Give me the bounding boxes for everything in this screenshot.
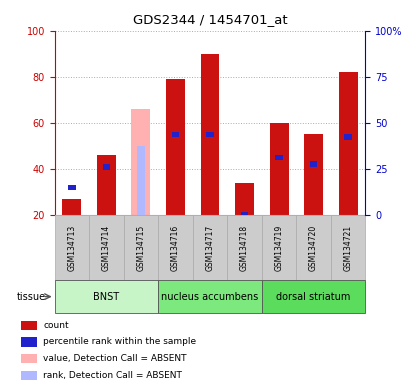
Text: GSM134715: GSM134715 bbox=[136, 225, 145, 271]
Text: GSM134716: GSM134716 bbox=[171, 225, 180, 271]
Bar bbox=[241, 212, 248, 218]
Bar bbox=[339, 72, 357, 215]
Bar bbox=[227, 215, 262, 280]
Bar bbox=[310, 162, 318, 167]
Text: percentile rank within the sample: percentile rank within the sample bbox=[43, 338, 196, 346]
Text: rank, Detection Call = ABSENT: rank, Detection Call = ABSENT bbox=[43, 371, 182, 380]
Bar bbox=[200, 54, 220, 215]
Bar bbox=[275, 155, 283, 161]
Bar bbox=[68, 185, 76, 190]
Text: BNST: BNST bbox=[93, 291, 119, 302]
Text: GSM134720: GSM134720 bbox=[309, 225, 318, 271]
Text: count: count bbox=[43, 321, 68, 330]
Bar bbox=[89, 215, 123, 280]
Text: GSM134714: GSM134714 bbox=[102, 225, 111, 271]
Bar bbox=[131, 109, 150, 215]
Bar bbox=[193, 215, 227, 280]
Bar bbox=[21, 321, 37, 330]
Bar bbox=[331, 215, 365, 280]
Bar bbox=[97, 155, 116, 215]
Bar bbox=[172, 131, 179, 137]
Bar bbox=[262, 215, 297, 280]
Bar bbox=[102, 164, 110, 170]
Text: GSM134719: GSM134719 bbox=[275, 225, 284, 271]
Bar bbox=[297, 215, 331, 280]
Bar bbox=[158, 280, 262, 313]
Text: nucleus accumbens: nucleus accumbens bbox=[161, 291, 259, 302]
Text: value, Detection Call = ABSENT: value, Detection Call = ABSENT bbox=[43, 354, 186, 363]
Bar bbox=[63, 199, 81, 215]
Bar bbox=[55, 280, 158, 313]
Bar bbox=[304, 134, 323, 215]
Bar bbox=[137, 146, 145, 215]
Text: GDS2344 / 1454701_at: GDS2344 / 1454701_at bbox=[133, 13, 287, 26]
Bar bbox=[123, 215, 158, 280]
Bar bbox=[270, 123, 289, 215]
Text: GSM134717: GSM134717 bbox=[205, 225, 215, 271]
Bar bbox=[21, 371, 37, 380]
Bar bbox=[55, 215, 89, 280]
Text: GSM134713: GSM134713 bbox=[67, 225, 76, 271]
Bar bbox=[21, 338, 37, 346]
Bar bbox=[206, 131, 214, 137]
Text: GSM134718: GSM134718 bbox=[240, 225, 249, 271]
Bar bbox=[262, 280, 365, 313]
Text: dorsal striatum: dorsal striatum bbox=[276, 291, 351, 302]
Text: GSM134721: GSM134721 bbox=[344, 225, 353, 271]
Bar bbox=[158, 215, 193, 280]
Bar bbox=[21, 354, 37, 363]
Bar bbox=[235, 183, 254, 215]
Bar bbox=[166, 79, 185, 215]
Bar bbox=[344, 134, 352, 140]
Text: tissue: tissue bbox=[17, 291, 46, 302]
